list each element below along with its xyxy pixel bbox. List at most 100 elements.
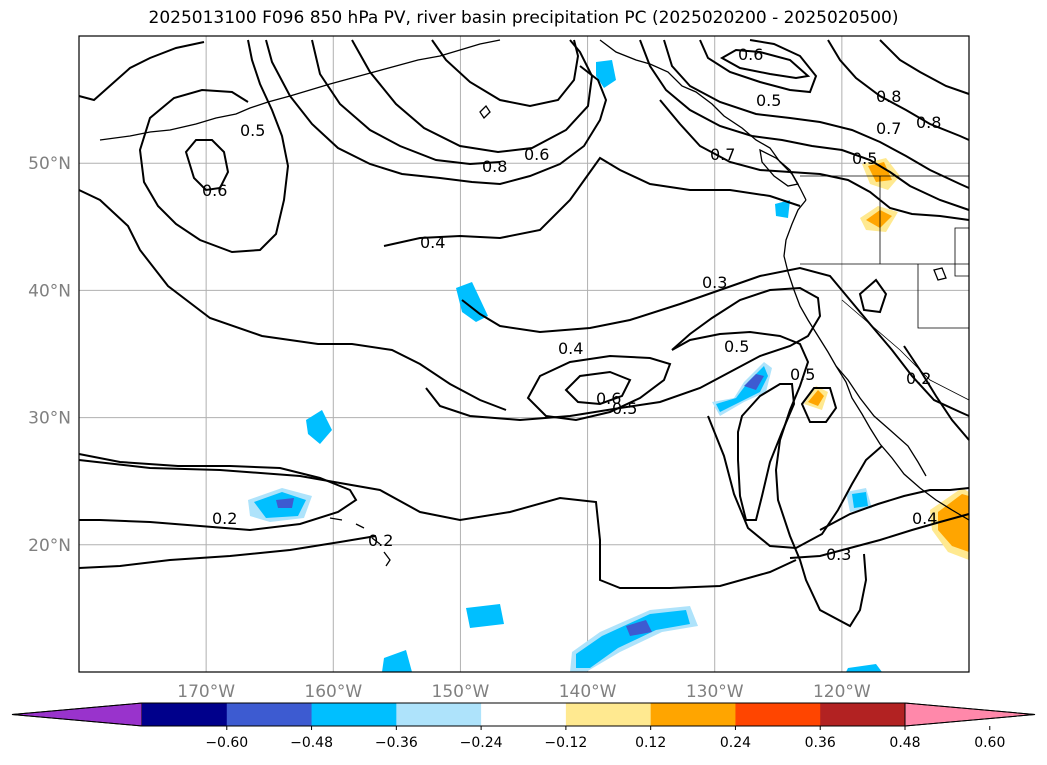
contour-label: 0.8: [482, 157, 507, 176]
pv-contour: [789, 513, 970, 559]
pv-contour: [138, 39, 290, 254]
pv-contour: [564, 370, 632, 406]
map-frame: [78, 35, 970, 673]
contour-label: 0.6: [524, 145, 549, 164]
contour-label: 0.2: [212, 509, 237, 528]
pv-contours: [78, 39, 970, 628]
pv-contour: [78, 459, 797, 589]
colorbar-tick-label: 0.36: [805, 735, 836, 751]
pv-contour: [526, 354, 672, 422]
neg-anomaly-patch: [276, 498, 294, 508]
pv-contour: [659, 99, 970, 221]
pv-contour: [461, 266, 970, 417]
latitude-label: 40°N: [28, 281, 71, 301]
neg-anomaly-patch: [306, 410, 332, 444]
longitude-label: 150°W: [432, 682, 490, 702]
pv-contour: [858, 278, 888, 314]
colorbar-extend-high: [904, 702, 1036, 727]
contour-label: 0.6: [738, 45, 763, 64]
longitude-label: 130°W: [686, 682, 744, 702]
colorbar-segment: [481, 703, 567, 726]
longitude-tick-labels: 170°W 160°W 150°W 140°W 130°W 120°W: [177, 682, 871, 702]
pv-contour: [903, 345, 970, 441]
contour-label: 0.7: [710, 145, 735, 164]
colorbar-segment: [820, 703, 906, 726]
contour-label: 0.4: [912, 509, 937, 528]
colorbar-segment: [650, 703, 736, 726]
pv-contour: [671, 330, 868, 628]
colorbar-tick-label: −0.12: [544, 735, 587, 751]
pv-contour: [351, 39, 594, 154]
colorbar-extend-low: [11, 702, 143, 727]
colorbar-segment: [142, 703, 228, 726]
contour-label: 0.2: [906, 369, 931, 388]
pv-contour: [663, 39, 970, 189]
island: [479, 104, 491, 120]
gulf-alaska-coast: [599, 39, 807, 201]
neg-anomaly-patch: [596, 60, 616, 88]
neg-anomaly-patch: [744, 374, 764, 390]
contour-label: 0.3: [702, 273, 727, 292]
contour-label: 0.8: [876, 87, 901, 106]
pv-contour: [425, 286, 822, 422]
pv-contour: [699, 39, 818, 94]
contour-label: 0.5: [240, 121, 265, 140]
contour-label: 0.8: [916, 113, 941, 132]
pv-contour: [719, 48, 811, 80]
pv-contour: [311, 39, 501, 166]
vancouver-island: [759, 148, 800, 187]
state-border: [917, 264, 969, 329]
island: [933, 267, 947, 281]
contour-label: 0.2: [368, 531, 393, 550]
longitude-label: 120°W: [813, 682, 871, 702]
contour-label: 0.4: [558, 339, 583, 358]
neg-anomaly-patch: [775, 200, 790, 218]
colorbar-tick-label: 0.24: [720, 735, 751, 751]
pv-contour: [431, 39, 580, 108]
precip-pc-shading: [248, 60, 969, 672]
neg-anomaly-patch: [626, 620, 652, 636]
latitude-tick-labels: 50°N 40°N 30°N 20°N: [28, 154, 71, 556]
colorbar-segment: [311, 703, 397, 726]
longitude-label: 160°W: [304, 682, 362, 702]
colorbar-tick-label: −0.48: [290, 735, 333, 751]
contour-label: 0.6: [596, 389, 621, 408]
pos-anomaly-patch: [868, 162, 892, 182]
neg-anomaly-patch: [576, 610, 690, 668]
colorbar-segment: [565, 703, 652, 726]
contour-label: 0.5: [612, 399, 637, 418]
contour-label: 0.5: [852, 149, 877, 168]
pv-contour: [639, 39, 970, 211]
colorbar-tick-label: 0.60: [974, 735, 1005, 751]
colorbar-tick-label: −0.60: [205, 735, 248, 751]
pv-contour: [827, 39, 970, 141]
contour-labels: 0.5 0.6 0.8 0.6 0.6 0.5 0.8 0.7 0.8 0.7 …: [202, 45, 941, 564]
pv-contour: [737, 383, 796, 521]
pv-contour: [879, 39, 970, 95]
pv-contour: [78, 535, 377, 569]
contour-label: 0.4: [420, 233, 445, 252]
pv-contour: [265, 39, 608, 186]
longitude-label: 140°W: [559, 682, 617, 702]
baja-california: [835, 365, 927, 477]
colorbar-tick-label: −0.36: [375, 735, 418, 751]
colorbar-tick-label: 0.12: [635, 735, 666, 751]
neg-anomaly-patch: [846, 664, 882, 672]
colorbar-segment: [396, 703, 482, 726]
pv-contour: [819, 487, 970, 531]
pv-contour: [184, 139, 230, 192]
graticule: [79, 36, 969, 672]
contour-label: 0.3: [826, 545, 851, 564]
longitude-label: 170°W: [177, 682, 235, 702]
latitude-label: 50°N: [28, 154, 71, 174]
pos-anomaly-patch: [938, 494, 969, 552]
latitude-label: 20°N: [28, 536, 71, 556]
pos-anomaly-patch: [808, 390, 824, 406]
pv-contour: [78, 453, 358, 532]
colorbar-segment: [735, 703, 821, 726]
map-panel: 0.5 0.6 0.8 0.6 0.6 0.5 0.8 0.7 0.8 0.7 …: [28, 35, 970, 702]
colorbar-tick-label: −0.24: [460, 735, 503, 751]
pv-contour: [707, 415, 883, 550]
neg-anomaly-patch: [456, 282, 488, 322]
